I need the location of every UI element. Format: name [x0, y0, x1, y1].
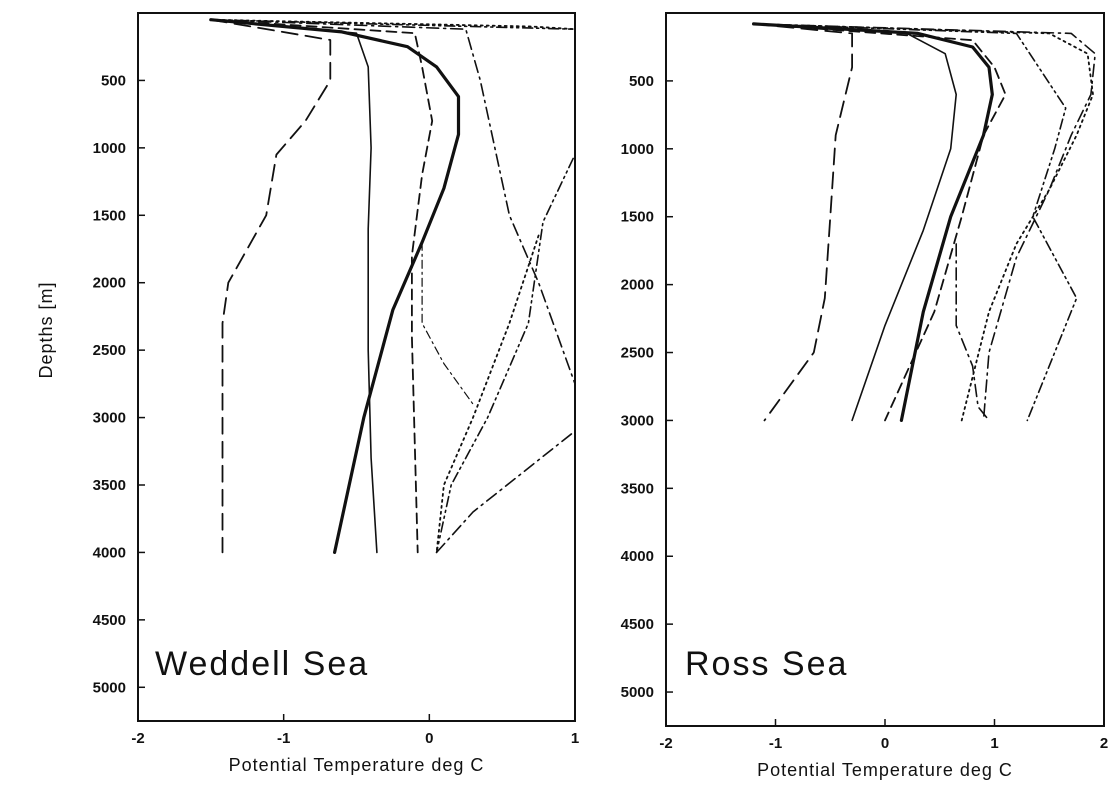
series-line-medium-dash	[752, 22, 1007, 422]
weddell-sea-panel: 500 1000 1500 2000 2500 3000 3500 4000 4500 5000 -…	[36, 12, 579, 775]
series-line-dash-dot	[435, 430, 575, 554]
y-axis-label: Depths [m]	[36, 281, 56, 378]
y-tick-label: 3000	[93, 410, 126, 427]
y-tick-label: 3500	[93, 477, 126, 494]
series-line-thick-solid	[209, 18, 461, 555]
y-tick-label: 4500	[621, 616, 654, 633]
series-line-long-dash	[752, 22, 853, 422]
y-tick-label: 3000	[621, 412, 654, 429]
series-line-dash-dot	[955, 243, 990, 422]
y-tick-label: 2000	[621, 277, 654, 294]
panel-title: Weddell Sea	[155, 645, 369, 683]
panel-title: Ross Sea	[685, 645, 848, 683]
series-line-dotted	[752, 22, 1094, 422]
x-tick-label: 0	[425, 730, 433, 747]
series-line-dotted	[435, 234, 540, 554]
ross-sea-panel: 500 1000 1500 2000 2500 3000 3500 4000 4500 5000 -…	[621, 12, 1108, 780]
y-tick-label: 1000	[93, 140, 126, 157]
y-tick-label: 500	[629, 73, 654, 90]
y-tick-label: 2500	[621, 345, 654, 362]
series-line-long-dash	[209, 18, 332, 554]
series-line-dash-dot	[210, 18, 575, 387]
x-tick-label: 1	[571, 730, 579, 747]
plot-frame	[665, 12, 1105, 727]
series-line-dash-dot	[752, 23, 1096, 422]
series-line-dash-dot-dot	[752, 23, 1078, 422]
x-tick-label: -2	[659, 735, 672, 752]
y-tick-label: 1500	[93, 207, 126, 224]
x-axis-label: Potential Temperature deg C	[229, 755, 485, 775]
series-line-dash-dot-dot	[210, 18, 575, 554]
plot-frame	[137, 12, 576, 722]
y-tick-label: 3500	[621, 480, 654, 497]
series-line-thin-solid	[210, 18, 378, 554]
y-tick-label: 4000	[93, 544, 126, 561]
y-tick-label: 1000	[621, 141, 654, 158]
y-tick-label: 2500	[93, 342, 126, 359]
series-line-dash-dot-thin	[421, 241, 474, 405]
x-tick-label: -2	[131, 730, 144, 747]
y-tick-label: 500	[101, 72, 126, 89]
x-axis-label: Potential Temperature deg C	[757, 760, 1013, 780]
x-tick-label: 0	[881, 735, 889, 752]
series-line-medium-dash	[209, 18, 434, 554]
series-line-thin-solid	[752, 23, 958, 422]
x-tick-label: -1	[769, 735, 782, 752]
y-tick-label: 4000	[621, 548, 654, 565]
y-tick-label: 5000	[93, 679, 126, 696]
y-tick-label: 5000	[621, 684, 654, 701]
y-tick-label: 1500	[621, 209, 654, 226]
x-tick-label: 1	[990, 735, 998, 752]
series-line-dotted	[209, 18, 575, 129]
x-tick-label: 2	[1100, 735, 1108, 752]
x-tick-label: -1	[277, 730, 290, 747]
y-tick-label: 2000	[93, 275, 126, 292]
y-tick-label: 4500	[93, 612, 126, 629]
